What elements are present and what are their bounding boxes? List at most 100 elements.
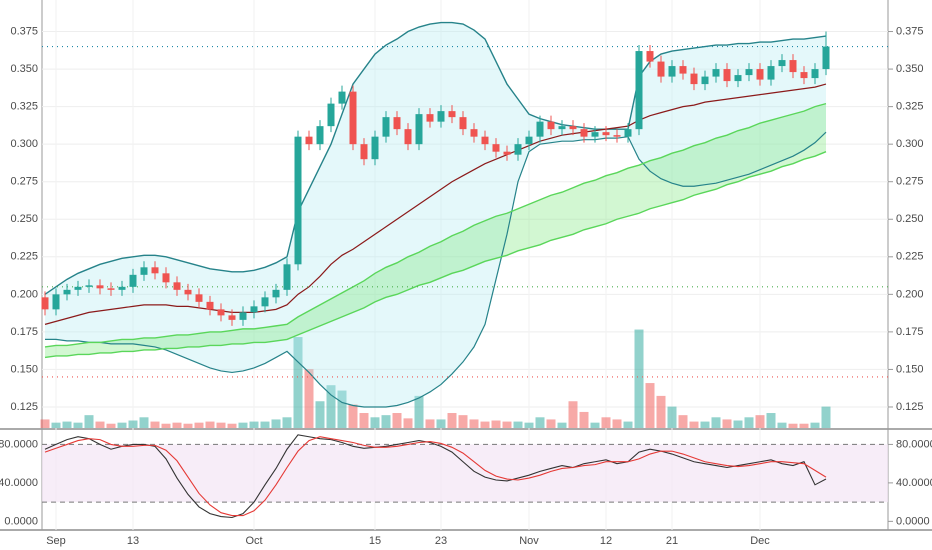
candle-body [657,61,665,77]
volume-bar [612,419,622,428]
candle-body [547,121,555,130]
volume-bar [370,417,380,428]
y-tick-label-right: 0.125 [896,401,924,413]
y-tick-label-right: 0.250 [896,213,924,225]
y-tick-label-right: 0.350 [896,63,924,75]
volume-bar [403,418,413,428]
candle-body [701,76,709,85]
y-tick-label: 0.250 [10,213,38,225]
volume-bar [755,415,765,428]
candle-body [789,60,797,73]
indicator-line [44,21,827,295]
y-tick-label-right: 0.175 [896,326,924,338]
volume-bar [293,337,303,428]
candle-body [811,69,819,79]
candle-body [800,72,808,79]
volume-bar [337,390,347,428]
indicator-line [45,131,827,408]
volume-bar [568,401,578,428]
volume-bar [271,419,281,428]
y-tick-label-right: 40.0000 [896,477,932,489]
candle-body [558,126,566,130]
y-tick-label: 0.150 [10,363,38,375]
candle-body [470,129,478,137]
y-tick-label: 0.0000 [4,515,38,527]
volume-bar [557,422,567,428]
volume-bar [150,421,160,428]
x-tick-label: Oct [245,535,262,547]
candle-body [327,103,335,127]
volume-bar [117,422,127,428]
volume-bar [161,423,171,428]
y-tick-label-right: 0.375 [896,25,924,37]
candle-body [283,264,291,290]
volume-bar [381,415,391,428]
candle-body [74,286,82,290]
candle-body [822,46,830,70]
volume-bar [205,421,215,428]
volume-bar [491,420,501,428]
volume-bar [821,406,831,428]
x-tick-label: 21 [666,535,678,547]
y-tick-label: 0.225 [10,251,38,263]
volume-bar [645,383,655,428]
candle-body [239,312,247,320]
x-tick-label: 23 [435,535,447,547]
candle-body [679,66,687,74]
y-tick-label: 0.275 [10,176,38,188]
volume-bar [139,417,149,428]
volume-bar [678,415,688,428]
candle-body [503,151,511,155]
candle-body [272,289,280,298]
volume-bar [799,423,809,428]
volume-bar [546,419,556,428]
candle-body [85,285,93,287]
candle-body [404,129,412,145]
candle-body [349,91,357,145]
candle-body [646,51,654,62]
y-tick-label: 0.125 [10,401,38,413]
volume-bar [425,419,435,428]
candle-body [217,309,225,316]
candle-body [360,144,368,160]
volume-bar [106,423,116,428]
candle-body [525,136,533,145]
candle-body [481,136,489,145]
y-tick-label: 0.200 [10,288,38,300]
volume-bar [524,422,534,428]
y-tick-label-right: 0.300 [896,138,924,150]
volume-bar [513,421,523,428]
volume-bar [480,421,490,428]
candle-body [129,274,137,287]
x-tick-label: 13 [127,535,139,547]
y-tick-label: 0.350 [10,63,38,75]
candle-body [107,288,115,290]
candle-body [184,289,192,295]
candle-body [294,136,302,265]
volume-bar [788,423,798,428]
volume-bar [601,417,611,428]
y-tick-label: 0.375 [10,25,38,37]
candle-body [261,297,269,307]
volume-bar [744,417,754,428]
volume-bar [469,419,479,428]
candle-body [162,273,170,283]
volume-bar [73,422,83,428]
candle-body [140,267,148,275]
candle-body [437,111,445,122]
volume-bar [315,401,325,428]
candle-body [52,294,60,310]
candle-body [756,69,764,80]
y-tick-label-right: 80.0000 [896,438,932,450]
candle-body [206,301,214,310]
volume-bar [260,421,270,428]
x-tick-label: 15 [369,535,381,547]
y-tick-label: 80.0000 [0,438,38,450]
volume-bar [216,422,226,428]
candle-body [151,267,159,274]
candle-body [734,75,742,82]
candle-body [569,126,577,130]
volume-bar [51,422,61,428]
volume-bar [766,413,776,428]
